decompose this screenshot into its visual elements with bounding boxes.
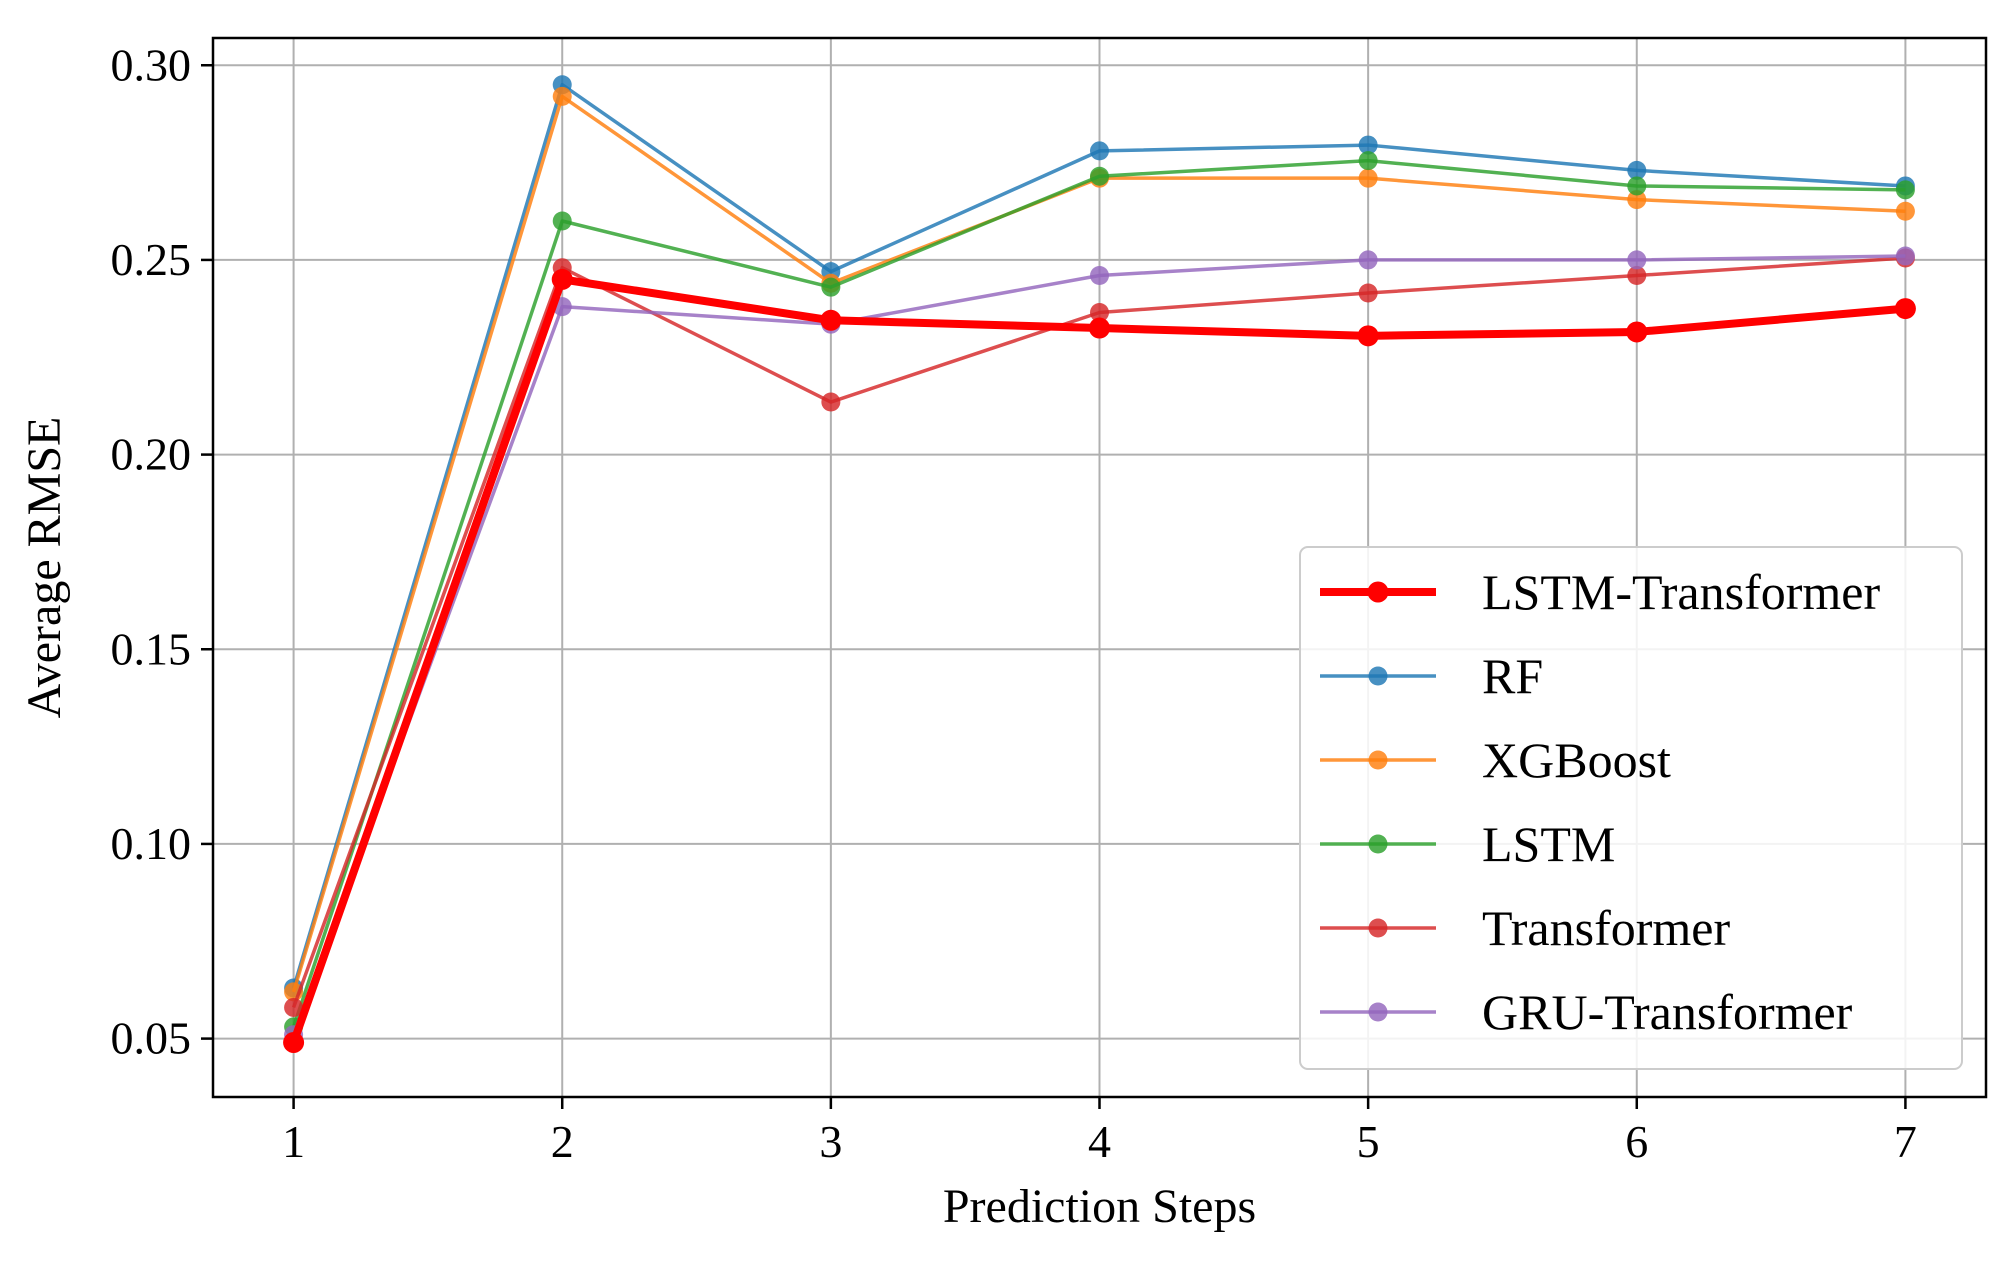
legend-swatch-marker [1367, 581, 1389, 603]
legend-swatch-marker [1368, 834, 1388, 854]
data-point-xgboost [1358, 168, 1378, 188]
data-point-lstm [821, 277, 841, 297]
data-point-rf [1358, 135, 1378, 155]
data-point-lstm-transformer [1357, 325, 1379, 347]
y-tick-label: 0.05 [111, 1013, 192, 1064]
legend-label: LSTM [1482, 816, 1615, 872]
data-point-xgboost [1627, 190, 1647, 210]
series-layer [283, 75, 1916, 1053]
data-point-gru-transformer [1358, 250, 1378, 270]
legend-box [1299, 546, 1963, 1070]
legend: LSTM-Transformer RF XGBoost LSTM Transformer… [1299, 546, 1963, 1070]
series-lstm-transformer [283, 268, 1916, 1053]
data-point-xgboost [1895, 201, 1915, 221]
y-axis-title: Average RMSE [18, 417, 71, 719]
y-tick-label: 0.25 [111, 234, 192, 285]
data-point-lstm [1627, 176, 1647, 196]
x-tick-label: 6 [1625, 1116, 1648, 1167]
series-lstm [284, 151, 1915, 1037]
legend-label: XGBoost [1482, 732, 1671, 788]
data-point-lstm-transformer [1626, 321, 1648, 343]
legend-item-gru-transformer: GRU-Transformer [1320, 984, 1853, 1040]
y-tick-label: 0.15 [111, 623, 192, 674]
data-point-lstm [1895, 180, 1915, 200]
data-point-transformer [821, 392, 841, 412]
legend-label: RF [1482, 648, 1543, 704]
legend-label: Transformer [1482, 900, 1730, 956]
data-point-rf [1627, 160, 1647, 180]
data-point-lstm-transformer [551, 268, 573, 290]
data-point-gru-transformer [1627, 250, 1647, 270]
data-point-transformer [1090, 302, 1109, 322]
legend-item-transformer: Transformer [1320, 900, 1730, 956]
legend-item-lstm-transformer: LSTM-Transformer [1320, 564, 1880, 620]
legend-swatch-marker [1368, 1002, 1388, 1022]
legend-swatch-marker [1368, 750, 1388, 770]
legend-label: LSTM-Transformer [1482, 564, 1880, 620]
legend-swatch-marker [1368, 918, 1388, 938]
data-point-rf [1090, 141, 1109, 161]
x-tick-label: 3 [819, 1116, 842, 1167]
y-tick-label: 0.20 [111, 429, 192, 480]
data-point-gru-transformer [1090, 265, 1109, 285]
data-point-lstm-transformer [283, 1031, 305, 1053]
legend-item-lstm: LSTM [1320, 816, 1615, 872]
data-point-xgboost [552, 86, 572, 106]
x-tick-label: 7 [1894, 1116, 1917, 1167]
data-point-lstm-transformer [1089, 317, 1110, 339]
data-point-transformer [1358, 283, 1378, 303]
data-point-transformer [1627, 265, 1647, 285]
data-point-lstm [1090, 166, 1109, 186]
data-point-lstm-transformer [820, 309, 842, 331]
axis-ticks: 1 2 3 4 5 6 7 0.05 0.10 0.15 0.20 0.25 0.30 [111, 39, 1917, 1167]
legend-item-rf: RF [1320, 648, 1543, 704]
x-tick-label: 4 [1088, 1116, 1111, 1167]
data-point-lstm-transformer [1894, 298, 1916, 320]
y-tick-label: 0.30 [111, 39, 192, 90]
data-point-gru-transformer [1895, 246, 1915, 266]
data-point-transformer [284, 997, 304, 1017]
x-axis-title: Prediction Steps [943, 1180, 1256, 1233]
legend-swatch-marker [1368, 666, 1388, 686]
legend-item-xgboost: XGBoost [1320, 732, 1671, 788]
x-tick-label: 2 [551, 1116, 574, 1167]
data-point-lstm [552, 211, 572, 231]
data-point-lstm [1358, 151, 1378, 171]
x-tick-label: 1 [282, 1116, 305, 1167]
x-tick-label: 5 [1357, 1116, 1380, 1167]
series-transformer [284, 248, 1915, 1017]
y-tick-label: 0.10 [111, 818, 192, 869]
legend-label: GRU-Transformer [1482, 984, 1853, 1040]
